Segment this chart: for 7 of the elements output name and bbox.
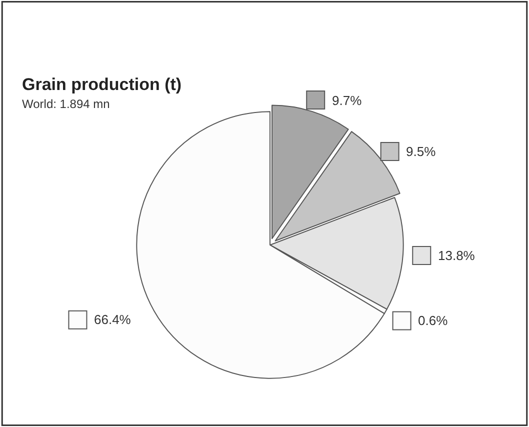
data-label: 13.8% bbox=[438, 248, 476, 263]
chart-subtitle: World: 1.894 mn bbox=[22, 97, 110, 111]
data-label: 0.6% bbox=[418, 313, 448, 328]
data-label: 9.7% bbox=[332, 93, 362, 108]
data-label: 9.5% bbox=[406, 144, 436, 159]
chart-title: Grain production (t) bbox=[22, 75, 182, 94]
data-label: 66.4% bbox=[94, 312, 132, 327]
